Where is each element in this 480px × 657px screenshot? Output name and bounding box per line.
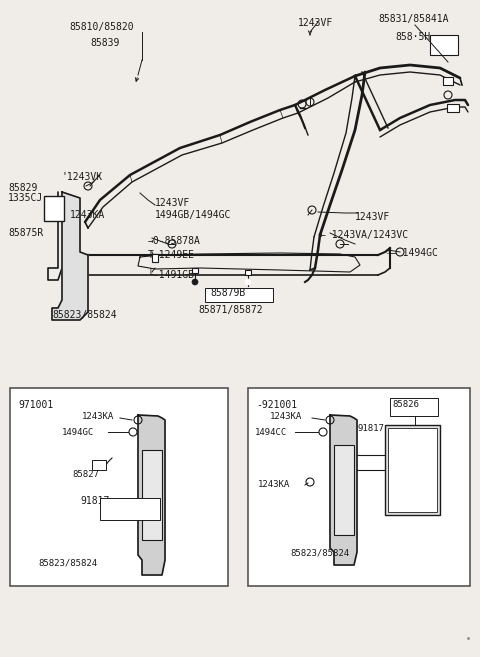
Text: 1335CJ: 1335CJ bbox=[8, 193, 43, 203]
Text: 85823/85824: 85823/85824 bbox=[52, 310, 117, 320]
Text: 1243KA: 1243KA bbox=[270, 412, 302, 421]
Bar bbox=[44, 196, 64, 221]
Text: ◦– 1494GC: ◦– 1494GC bbox=[385, 248, 438, 258]
Text: 91817: 91817 bbox=[104, 500, 133, 510]
Text: 85879B: 85879B bbox=[210, 288, 245, 298]
Text: 85875R: 85875R bbox=[8, 228, 43, 238]
Text: 1243VF: 1243VF bbox=[298, 18, 333, 28]
Text: 85810/85820: 85810/85820 bbox=[70, 22, 134, 32]
Polygon shape bbox=[138, 415, 165, 575]
Text: 1243VF: 1243VF bbox=[355, 212, 390, 222]
Bar bbox=[10, 388, 228, 586]
Text: 85827: 85827 bbox=[72, 470, 99, 479]
Circle shape bbox=[192, 279, 198, 285]
Bar bbox=[152, 254, 158, 262]
Bar bbox=[443, 77, 453, 85]
Text: 85831/85841A: 85831/85841A bbox=[378, 14, 448, 24]
Text: 971001: 971001 bbox=[18, 400, 53, 410]
Bar bbox=[385, 425, 440, 515]
Polygon shape bbox=[330, 415, 357, 565]
Text: 85823/85824: 85823/85824 bbox=[38, 558, 97, 567]
Text: 1494CC: 1494CC bbox=[255, 428, 287, 437]
Text: 858·5H: 858·5H bbox=[395, 32, 430, 42]
Bar bbox=[390, 398, 438, 416]
Text: →0-85878A: →0-85878A bbox=[148, 236, 201, 246]
Text: 1243KA: 1243KA bbox=[258, 480, 290, 489]
Text: '1243VK: '1243VK bbox=[62, 172, 103, 182]
Text: ← 1243VA/1243VC: ← 1243VA/1243VC bbox=[320, 230, 408, 240]
Bar bbox=[430, 35, 458, 55]
Polygon shape bbox=[52, 192, 88, 320]
Bar bbox=[192, 268, 198, 273]
Text: └-1491GB: └-1491GB bbox=[148, 270, 195, 280]
Text: 1243VF: 1243VF bbox=[155, 198, 190, 208]
Text: 1243KA: 1243KA bbox=[82, 412, 114, 421]
Text: 85823/85824: 85823/85824 bbox=[290, 548, 349, 557]
Text: 85871/85872: 85871/85872 bbox=[198, 305, 263, 315]
Text: T-1249EE: T-1249EE bbox=[148, 250, 195, 260]
Bar bbox=[100, 498, 160, 520]
Bar bbox=[142, 450, 162, 540]
Bar bbox=[447, 104, 459, 112]
Text: 91817: 91817 bbox=[80, 496, 109, 506]
Text: 1243KA: 1243KA bbox=[70, 210, 105, 220]
Text: 85839: 85839 bbox=[90, 38, 120, 48]
Bar bbox=[334, 445, 354, 535]
Text: 85826: 85826 bbox=[392, 400, 419, 409]
Bar bbox=[205, 288, 273, 302]
Bar bbox=[245, 270, 251, 275]
Text: 1494GC: 1494GC bbox=[62, 428, 94, 437]
Text: 91817: 91817 bbox=[358, 424, 385, 433]
Circle shape bbox=[245, 279, 251, 285]
Bar bbox=[388, 428, 437, 512]
Text: 85829: 85829 bbox=[8, 183, 37, 193]
Text: -921001: -921001 bbox=[256, 400, 297, 410]
Bar bbox=[92, 460, 106, 470]
Bar bbox=[248, 388, 470, 586]
Text: 1494GB/1494GC: 1494GB/1494GC bbox=[155, 210, 231, 220]
